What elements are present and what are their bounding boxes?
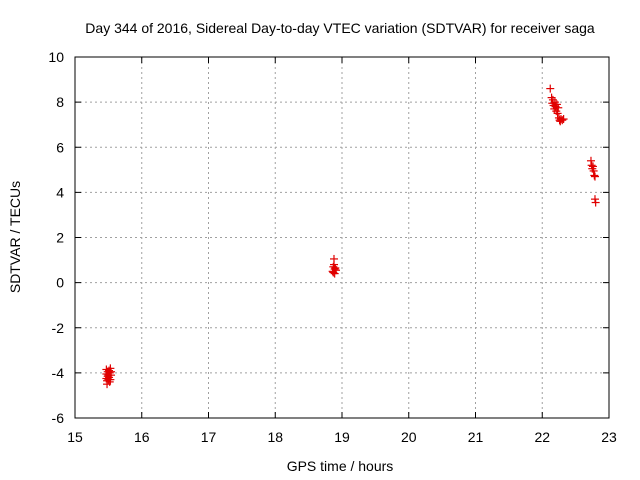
x-tick-label: 19 — [334, 429, 350, 445]
y-tick-label: 10 — [48, 49, 64, 65]
y-tick-label: 0 — [56, 275, 64, 291]
data-point — [107, 367, 116, 376]
data-point — [558, 116, 567, 125]
data-point — [330, 269, 339, 278]
data-point — [559, 115, 568, 124]
x-tick-label: 23 — [601, 429, 617, 445]
x-tick-label: 16 — [134, 429, 150, 445]
y-tick-label: -4 — [52, 365, 65, 381]
data-point — [552, 100, 561, 109]
x-tick-label: 17 — [201, 429, 217, 445]
data-point — [106, 364, 115, 373]
data-point — [554, 103, 563, 112]
data-point — [586, 156, 595, 165]
data-point — [590, 195, 599, 204]
y-axis-label: SDTVAR / TECUs — [7, 181, 23, 293]
data-point — [591, 198, 600, 207]
data-point — [106, 375, 115, 384]
x-tick-label: 21 — [468, 429, 484, 445]
data-point — [553, 109, 562, 118]
data-point — [331, 266, 340, 275]
x-tick-label: 22 — [534, 429, 550, 445]
x-tick-label: 20 — [401, 429, 417, 445]
y-tick-label: 4 — [56, 184, 64, 200]
y-tick-label: 8 — [56, 94, 64, 110]
y-tick-label: -2 — [52, 320, 65, 336]
y-tick-label: -6 — [52, 410, 65, 426]
data-point — [590, 171, 599, 180]
data-point — [329, 254, 338, 263]
y-tick-label: 6 — [56, 139, 64, 155]
x-axis-label: GPS time / hours — [287, 458, 394, 474]
chart-title: Day 344 of 2016, Sidereal Day-to-day VTE… — [85, 20, 595, 36]
x-tick-label: 18 — [267, 429, 283, 445]
axis-ticks — [74, 56, 610, 419]
data-point — [589, 166, 598, 175]
x-tick-label: 15 — [67, 429, 83, 445]
data-point — [587, 161, 596, 170]
data-point — [546, 84, 555, 93]
grid-lines — [75, 57, 609, 418]
y-tick-label: 2 — [56, 230, 64, 246]
data-point — [590, 172, 599, 181]
y-axis-tick-labels: -6 -4 -2 0 2 4 6 8 10 — [48, 49, 64, 426]
data-point — [588, 162, 597, 171]
data-points — [102, 84, 600, 389]
x-axis-tick-labels: 15 16 17 18 19 20 21 22 23 — [67, 429, 617, 445]
data-point — [549, 101, 558, 110]
